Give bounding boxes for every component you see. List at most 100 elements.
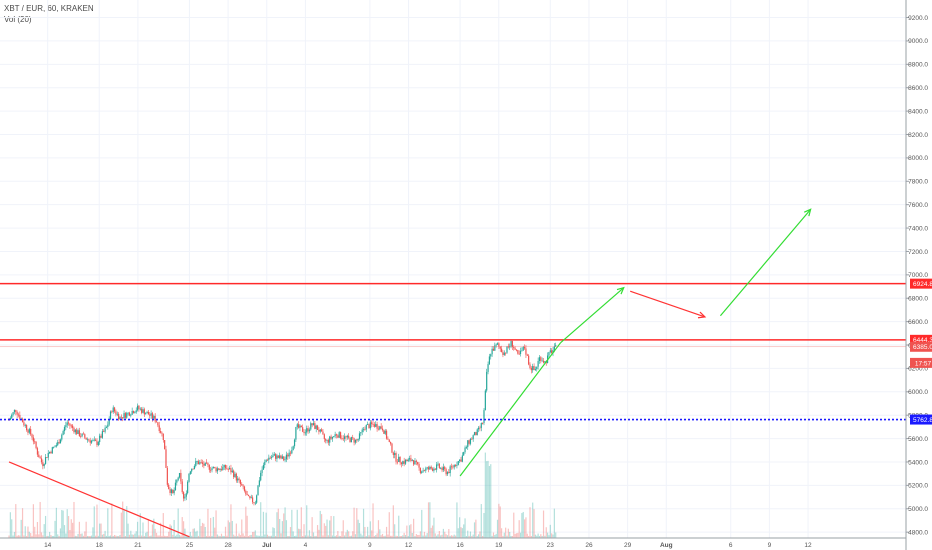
candle-body — [269, 457, 271, 459]
candle-body — [17, 414, 20, 416]
volume-bar — [453, 534, 455, 538]
candle-body — [38, 454, 40, 458]
price-tick-label: 6200.0 — [908, 366, 928, 373]
candle-body — [264, 462, 266, 466]
candle-body — [201, 462, 204, 464]
volume-bar — [413, 518, 415, 538]
candle-body — [321, 429, 323, 432]
time-tick-label: Jul — [262, 542, 272, 549]
volume-bar — [377, 520, 380, 538]
volume-bar — [245, 506, 247, 538]
candle-body — [325, 439, 327, 441]
volume-bar — [93, 506, 95, 538]
candle-body — [553, 346, 555, 351]
volume-bar — [36, 521, 39, 538]
volume-bar — [353, 507, 355, 538]
volume-bar — [307, 535, 309, 538]
volume-bar — [411, 532, 413, 538]
candle-body — [224, 464, 227, 469]
volume-bar — [44, 515, 47, 538]
chart-legend: XBT / EUR, 60, KRAKEN Vol (20) — [4, 3, 94, 25]
candle-body — [349, 437, 351, 443]
candle-body — [390, 442, 392, 444]
candle-body — [296, 424, 298, 428]
volume-bar — [31, 535, 33, 538]
price-axis[interactable]: 4800.05000.05200.05400.05600.05800.06000… — [905, 0, 932, 550]
candle-body — [477, 427, 480, 430]
time-tick-label: 25 — [186, 542, 194, 549]
candle-body — [261, 469, 263, 473]
price-tick-label: 7000.0 — [908, 272, 928, 279]
candle-body — [377, 428, 380, 430]
candle-body — [505, 352, 507, 354]
volume-bar — [348, 531, 350, 538]
candle-body — [419, 467, 421, 473]
candle-body — [285, 454, 288, 460]
candle-body — [284, 459, 286, 461]
candle-body — [518, 353, 520, 355]
volume-bar — [287, 535, 289, 538]
candle-body — [55, 445, 57, 447]
volume-bar — [246, 515, 248, 538]
arrow-head — [803, 208, 812, 217]
volume-bar — [141, 535, 143, 538]
candle-body — [298, 424, 300, 428]
candle-body — [126, 413, 128, 418]
volume-bar — [302, 535, 304, 538]
volume-bar — [349, 535, 351, 538]
volume-indicator-label[interactable]: Vol (20) — [4, 15, 32, 24]
volume-bar — [168, 531, 170, 538]
volume-bar — [212, 516, 214, 538]
volume-bar — [249, 535, 251, 538]
volume-bar — [549, 524, 551, 538]
candle-body — [204, 462, 206, 466]
volume-bar — [486, 461, 488, 538]
candle-body — [208, 464, 210, 470]
candle-body — [434, 468, 436, 470]
volume-bar — [195, 531, 197, 538]
candle-body — [369, 422, 371, 429]
candle-body — [529, 364, 531, 369]
volume-bar — [310, 535, 312, 538]
candle-body — [161, 432, 163, 434]
volume-bar — [381, 533, 384, 538]
volume-bar — [293, 535, 296, 538]
volume-bar — [530, 536, 532, 538]
volume-bar — [312, 532, 315, 538]
candle-body — [57, 442, 59, 446]
volume-bar — [254, 530, 256, 538]
candle-body — [438, 463, 440, 468]
volume-bar — [352, 531, 354, 538]
candle-body — [406, 459, 408, 462]
volume-bar — [193, 528, 196, 538]
candle-body — [159, 431, 162, 433]
volume-bar — [346, 529, 348, 538]
candle-body — [335, 434, 338, 436]
volume-bar — [509, 531, 511, 538]
volume-bar — [16, 535, 18, 538]
volume-bar — [85, 521, 87, 538]
candle-body — [188, 473, 190, 482]
volume-bar — [170, 525, 173, 538]
symbol-title[interactable]: XBT / EUR, 60, KRAKEN — [4, 4, 94, 13]
candle-body — [162, 433, 164, 441]
candle-body — [353, 438, 355, 443]
volume-bar — [461, 528, 463, 538]
time-axis[interactable]: 14 18 21 25 28 Jul 4 9 12 16 19 23 26 29 Aug 6 9 12 — [0, 537, 906, 549]
volume-bar — [419, 531, 421, 538]
candle-body — [506, 346, 508, 353]
candle-body — [147, 411, 150, 415]
candle-body — [391, 443, 393, 453]
candle-body — [112, 407, 114, 413]
candle-body — [219, 469, 221, 470]
candle-body — [480, 422, 482, 428]
volume-bar — [449, 535, 451, 538]
candle-body — [279, 455, 281, 458]
time-tick-label: 6 — [729, 542, 733, 549]
candle-body — [92, 440, 94, 441]
volume-bar — [553, 508, 555, 538]
volume-bar — [480, 504, 482, 538]
candle-body — [30, 428, 32, 435]
volume-bar — [518, 520, 520, 538]
